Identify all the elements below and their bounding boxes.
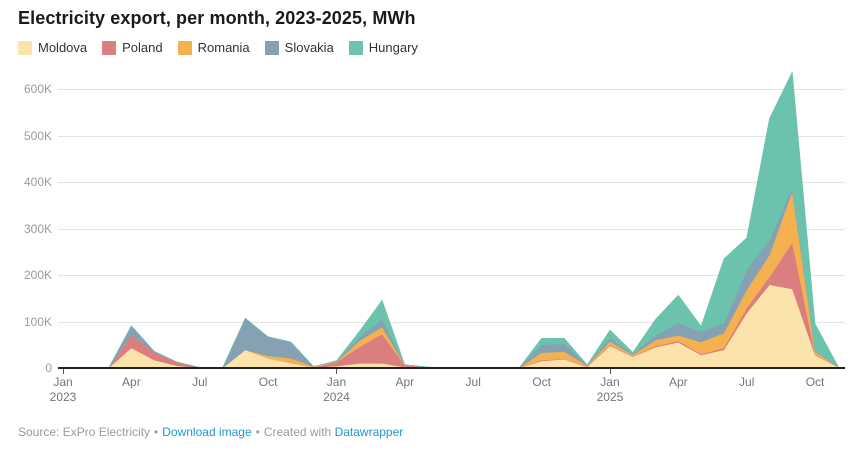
- gridline: [58, 275, 845, 276]
- year-tick-mark: [336, 369, 338, 374]
- legend-item-romania: Romania: [177, 40, 250, 55]
- created-with-text: Created with: [263, 425, 332, 439]
- x-axis-line: [58, 367, 845, 369]
- x-axis-tick-label: Jul: [739, 375, 755, 389]
- legend-item-slovakia: Slovakia: [264, 40, 334, 55]
- gridline: [58, 89, 845, 90]
- legend-swatch-icon: [102, 40, 117, 55]
- x-axis-tick: Jan 2023: [33, 375, 93, 405]
- x-axis-tick-label: Jan: [326, 375, 347, 389]
- y-axis-tick-label: 600K: [23, 82, 52, 96]
- x-axis-tick-label: Jul: [192, 375, 208, 389]
- legend-item-moldova: Moldova: [18, 40, 87, 55]
- x-axis-year-label: 2024: [323, 390, 350, 404]
- x-axis-tick: Jan 2025: [580, 375, 640, 405]
- y-axis-tick-label: 200K: [23, 268, 52, 282]
- footer-separator: •: [255, 425, 260, 439]
- x-axis-tick-label: Apr: [668, 375, 688, 389]
- legend-swatch-icon: [348, 40, 363, 55]
- legend-label: Moldova: [38, 40, 88, 55]
- x-axis-tick: Jul: [443, 375, 503, 390]
- x-axis-tick: Apr: [648, 375, 708, 390]
- x-axis-tick: Jul: [170, 375, 230, 390]
- x-axis-tick-label: Apr: [122, 375, 141, 389]
- gridline: [58, 135, 845, 137]
- x-axis-tick: Jan 2024: [306, 375, 366, 405]
- source-text: Source: ExPro Electricity: [18, 425, 151, 439]
- y-axis-tick-label: 300K: [23, 221, 52, 236]
- datawrapper-link[interactable]: Datawrapper: [334, 425, 404, 439]
- x-axis-tick: Oct: [785, 375, 845, 390]
- gridline: [58, 182, 845, 183]
- x-axis-tick: Oct: [512, 375, 572, 390]
- legend-label: Poland: [122, 40, 163, 55]
- legend-swatch-icon: [18, 40, 32, 55]
- x-axis-year-label: 2025: [596, 390, 624, 404]
- footer-separator: •: [154, 425, 159, 439]
- x-axis-tick: Jul: [717, 375, 777, 390]
- legend-label: Slovakia: [284, 40, 334, 55]
- gridline: [58, 228, 845, 230]
- legend: Moldova Poland Romania Slovakia Hungary: [18, 40, 418, 55]
- gridline: [58, 321, 845, 323]
- x-axis-tick-label: Apr: [395, 375, 415, 389]
- x-axis-tick-label: Jan: [600, 375, 620, 389]
- y-axis-tick-label: 100K: [23, 314, 52, 329]
- legend-label: Hungary: [368, 40, 418, 55]
- x-axis-year-label: 2023: [49, 390, 77, 404]
- x-axis-tick-label: Jul: [465, 375, 481, 389]
- x-axis-tick-label: Oct: [805, 375, 825, 389]
- legend-item-poland: Poland: [102, 40, 163, 55]
- x-axis-tick: Apr: [375, 375, 435, 390]
- x-axis-tick: Apr: [101, 375, 161, 390]
- x-axis-tick-label: Jan: [53, 375, 73, 389]
- year-tick-mark: [63, 369, 64, 374]
- x-axis-tick-label: Oct: [532, 375, 551, 389]
- x-axis-tick: Oct: [238, 375, 298, 390]
- legend-label: Romania: [197, 40, 250, 55]
- y-axis-tick-label: 0: [45, 361, 52, 375]
- legend-swatch-icon: [264, 40, 279, 55]
- chart-title: Electricity export, per month, 2023-2025…: [18, 8, 416, 28]
- y-axis-tick-label: 500K: [23, 128, 52, 143]
- footer: Source: ExPro Electricity • Download image…: [18, 425, 403, 439]
- year-tick-mark: [609, 369, 611, 374]
- area-series-hungary: [63, 70, 839, 369]
- x-axis-tick-label: Oct: [258, 375, 278, 389]
- y-axis-tick-label: 400K: [23, 175, 52, 189]
- download-image-link[interactable]: Download image: [162, 425, 252, 439]
- legend-swatch-icon: [177, 40, 192, 55]
- legend-item-hungary: Hungary: [348, 40, 418, 55]
